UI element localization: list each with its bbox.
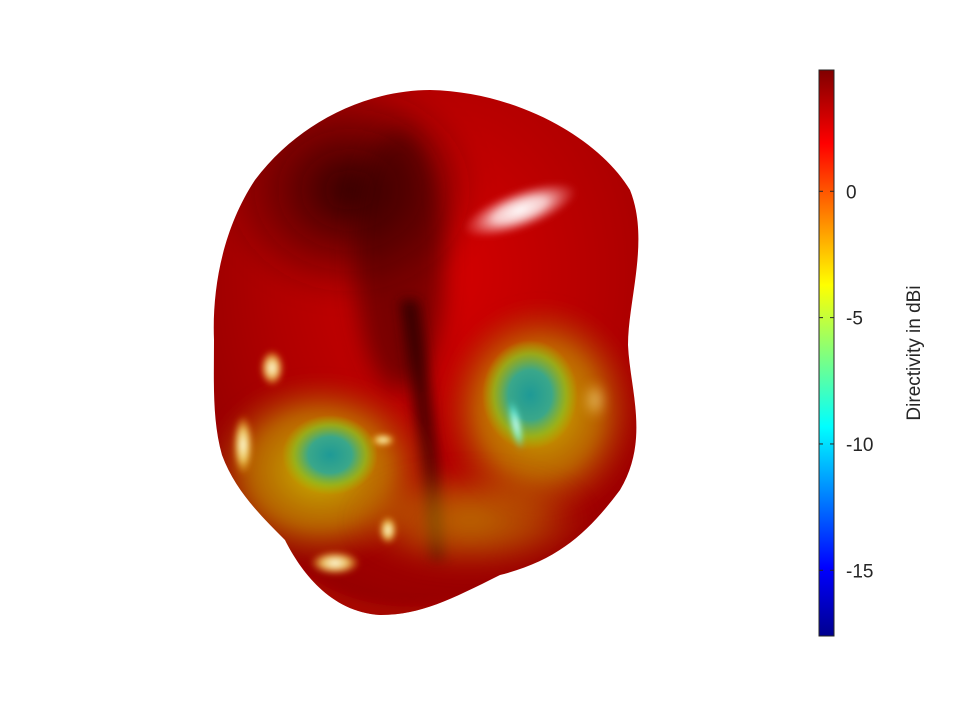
colorbar-tick-label: 0: [846, 182, 857, 203]
colorbar-ticks: 0 -5 -10 -15: [819, 182, 873, 582]
colorbar-tick-label: -10: [846, 435, 873, 456]
colorbar-tick-label: -15: [846, 561, 873, 582]
specular-highlight-top: [463, 182, 577, 238]
radiation-pattern-surface: [213, 90, 639, 615]
colorbar-gradient: [818, 69, 835, 637]
surface-null-left: [282, 415, 378, 495]
colorbar: 0 -5 -10 -15 Directivity in dBi: [818, 69, 925, 637]
colorbar-tick-label: -5: [846, 309, 863, 330]
specular-highlight-cyan: [508, 399, 524, 451]
surface-null-right: [482, 340, 578, 450]
colorbar-label: Directivity in dBi: [904, 285, 925, 420]
